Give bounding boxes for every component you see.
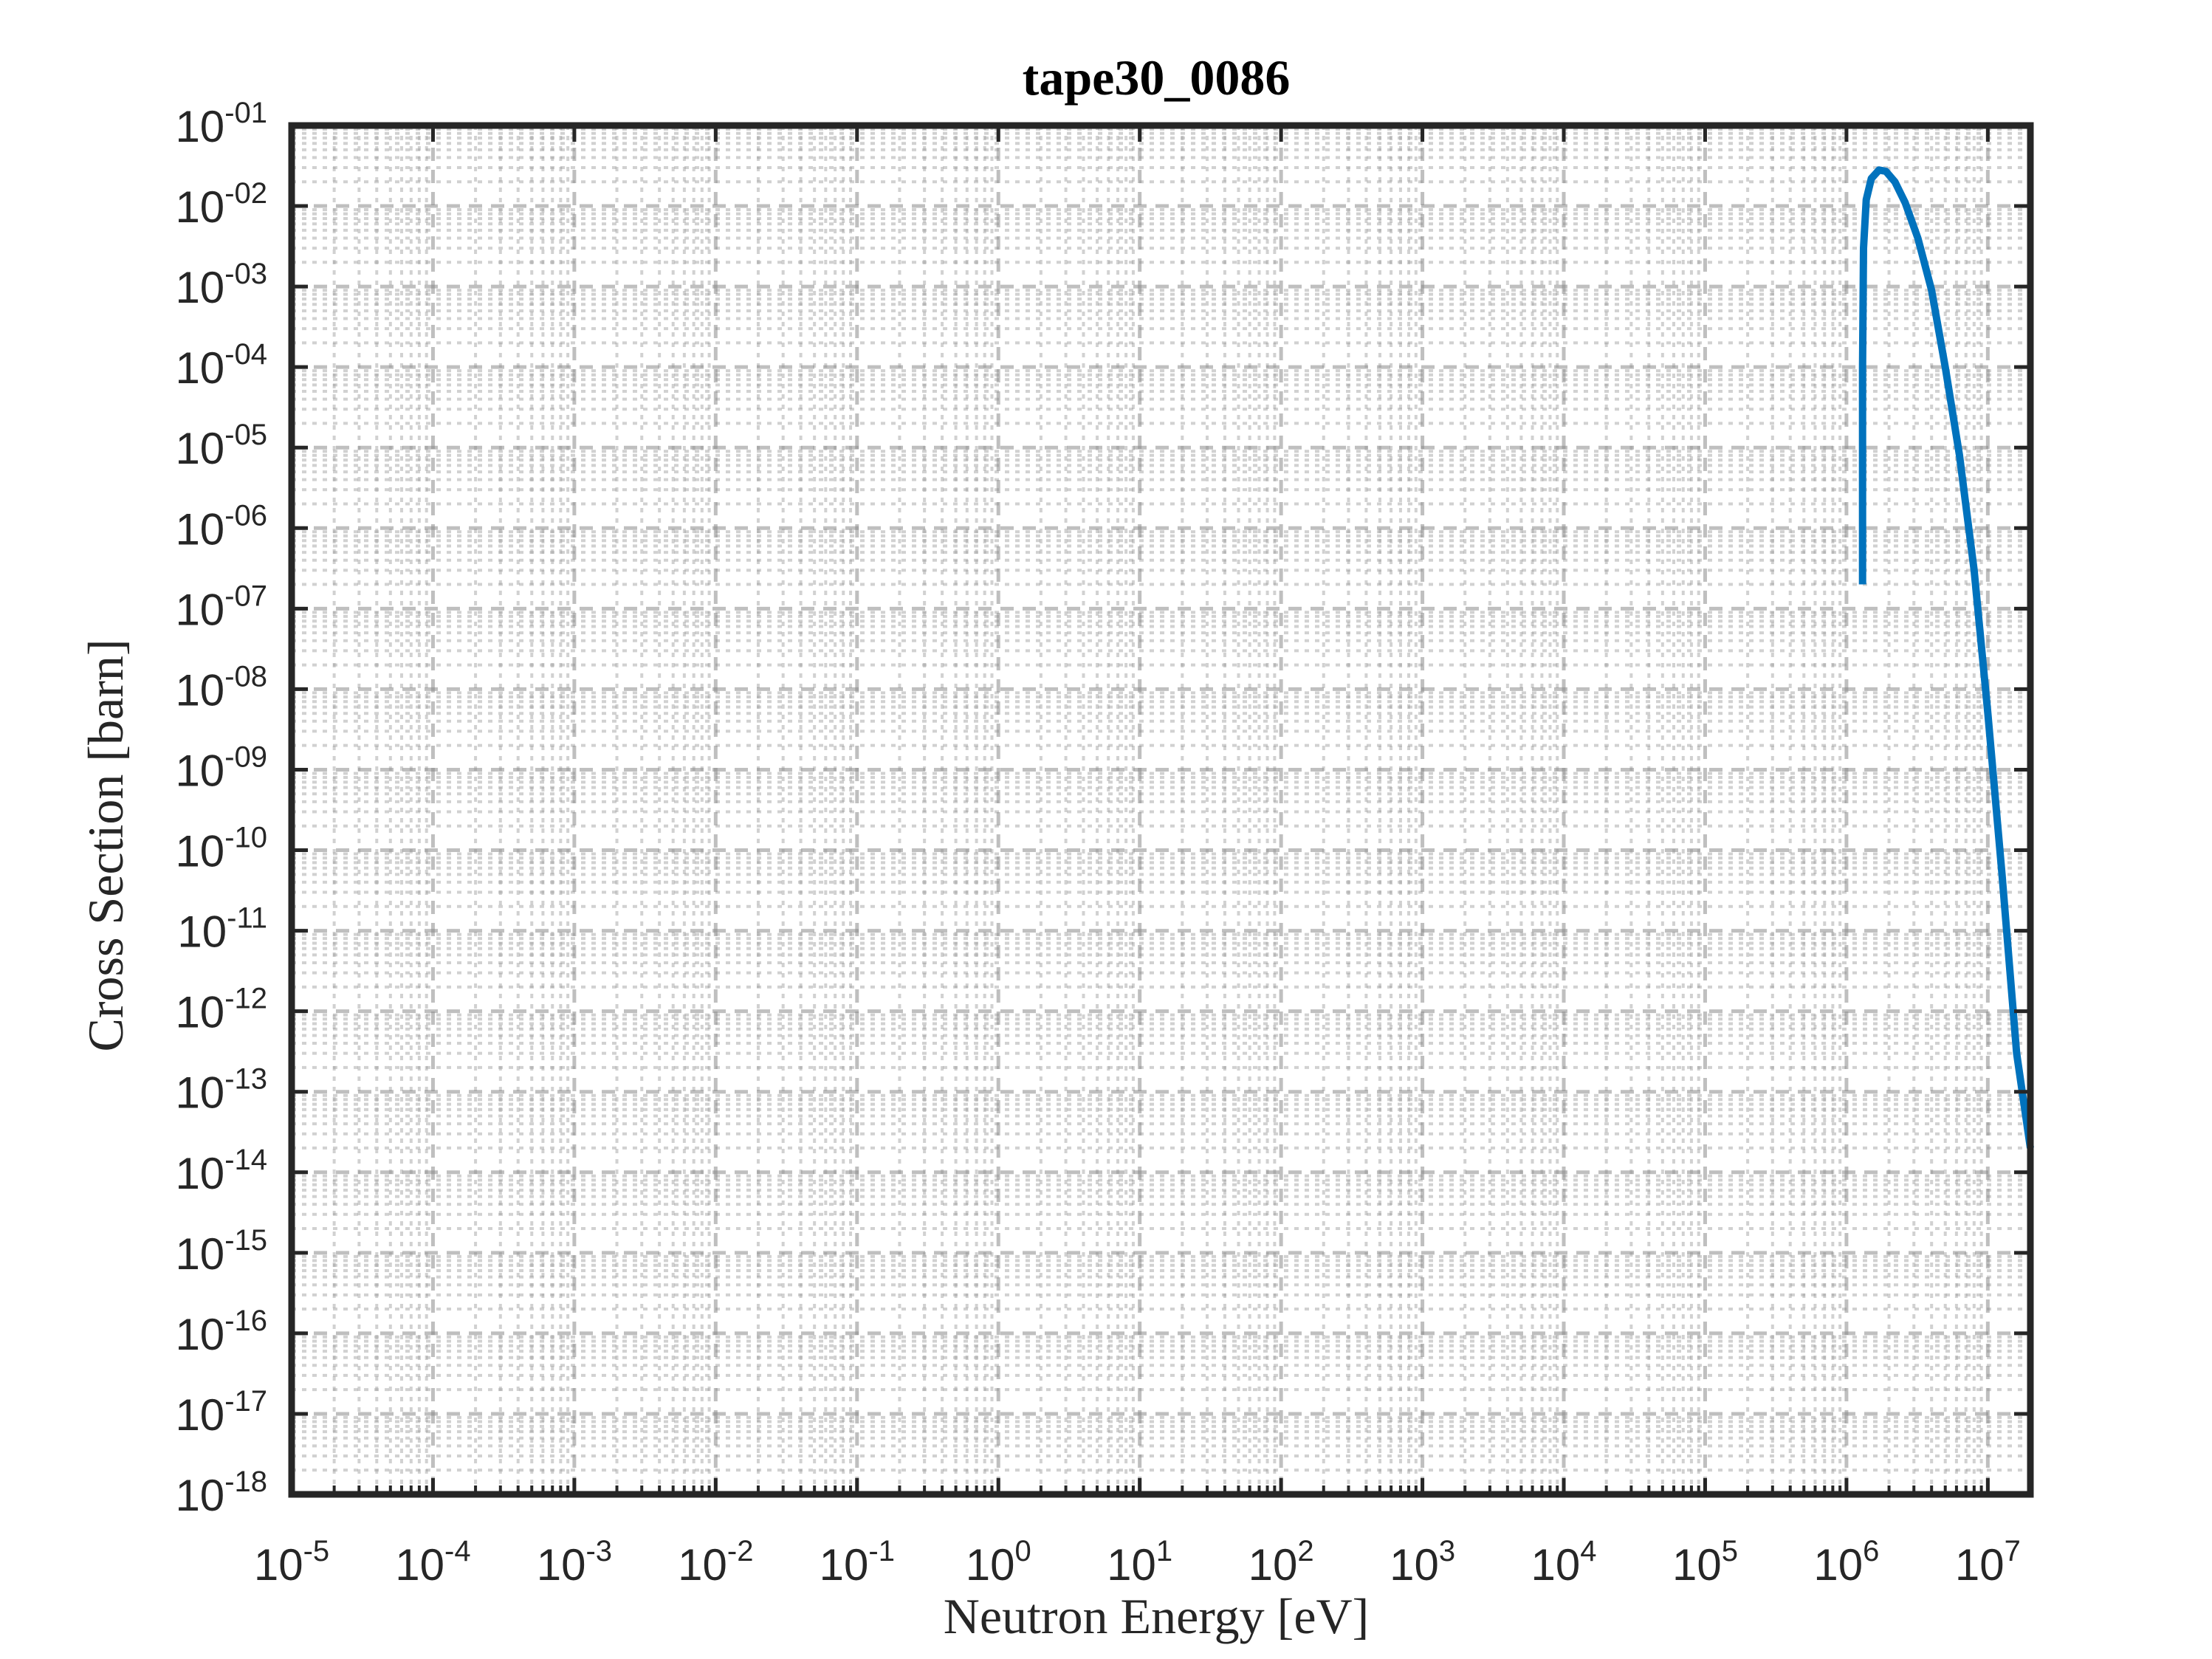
x-axis-label: Neutron Energy [eV] (944, 1588, 1370, 1644)
chart-title: tape30_0086 (1023, 49, 1291, 106)
y-axis-label: Cross Section [barn] (78, 639, 134, 1051)
